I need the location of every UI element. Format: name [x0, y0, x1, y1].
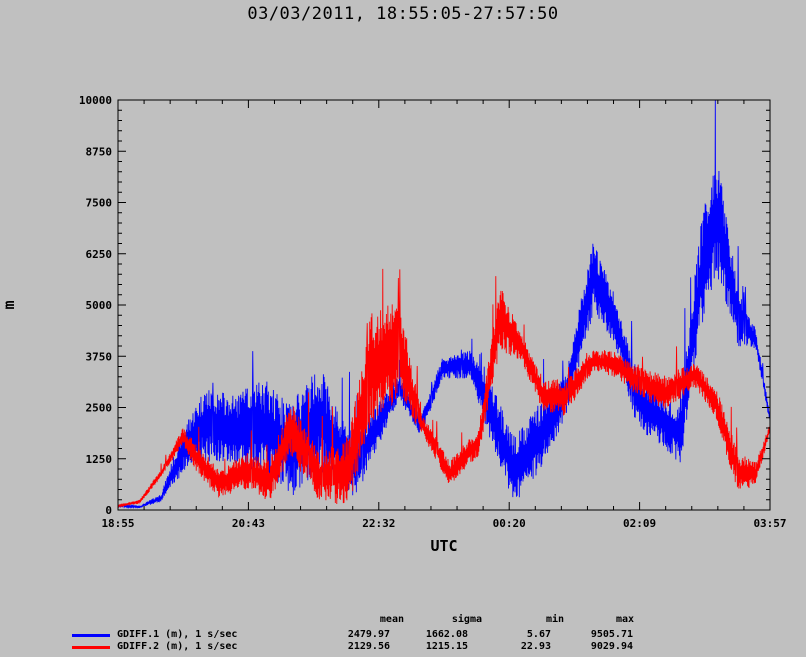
legend-sigma: 1662.08: [425, 629, 468, 640]
legend-header-mean: mean: [379, 614, 404, 625]
x-tick-label: 18:55: [101, 517, 134, 530]
legend-mean: 2479.97: [347, 629, 390, 640]
series-line-2: [117, 268, 771, 509]
legend-header: mean sigma min max: [0, 614, 806, 626]
legend-series-name: GDIFF.1 (m), 1 s/sec: [117, 629, 238, 640]
y-tick-label: 0: [105, 504, 112, 517]
legend-header-max: max: [615, 614, 634, 625]
x-tick-label: 03:57: [753, 517, 786, 530]
x-tick-label: 20:43: [232, 517, 265, 530]
x-tick-label: 22:32: [362, 517, 395, 530]
x-tick-label: 02:09: [623, 517, 656, 530]
legend-mean: 2129.56: [347, 641, 390, 652]
legend-sigma: 1215.15: [425, 641, 468, 652]
x-tick-label: 00:20: [493, 517, 526, 530]
legend-header-min: min: [545, 614, 564, 625]
legend-header-sigma: sigma: [451, 614, 482, 625]
ticks-layer: 0 1250 2500 3750 5000 6250 7500 8750 10000 18:55 2…: [79, 94, 787, 530]
legend-row-gdiff1: GDIFF.1 (m), 1 s/sec 2479.97 1662.08 5.6…: [0, 629, 806, 641]
legend-row-gdiff2: GDIFF.2 (m), 1 s/sec 2129.56 1215.15 22.…: [0, 641, 806, 653]
y-tick-label: 2500: [86, 402, 113, 415]
chart-title: 03/03/2011, 18:55:05-27:57:50: [247, 4, 559, 24]
legend-series-name: GDIFF.2 (m), 1 s/sec: [117, 641, 238, 652]
y-tick-label: 5000: [86, 299, 113, 312]
legend-min: 22.93: [520, 641, 551, 652]
y-tick-label: 1250: [86, 453, 113, 466]
series-line-1: [117, 99, 771, 510]
chart-svg: 0 1250 2500 3750 5000 6250 7500 8750 10000 18:55 2…: [0, 94, 787, 555]
legend-max: 9505.71: [590, 629, 633, 640]
series-layer: [117, 99, 771, 510]
y-tick-label: 10000: [79, 94, 112, 107]
legend-min: 5.67: [526, 629, 551, 640]
legend-swatch-red: [72, 646, 110, 649]
y-tick-label: 7500: [86, 197, 113, 210]
y-tick-label: 6250: [86, 248, 113, 261]
y-axis-label: m: [0, 300, 18, 309]
x-axis-label: UTC: [430, 537, 457, 555]
legend-swatch-blue: [72, 634, 110, 637]
y-tick-label: 3750: [86, 350, 113, 363]
legend-max: 9029.94: [590, 641, 633, 652]
y-tick-label: 8750: [86, 145, 113, 158]
